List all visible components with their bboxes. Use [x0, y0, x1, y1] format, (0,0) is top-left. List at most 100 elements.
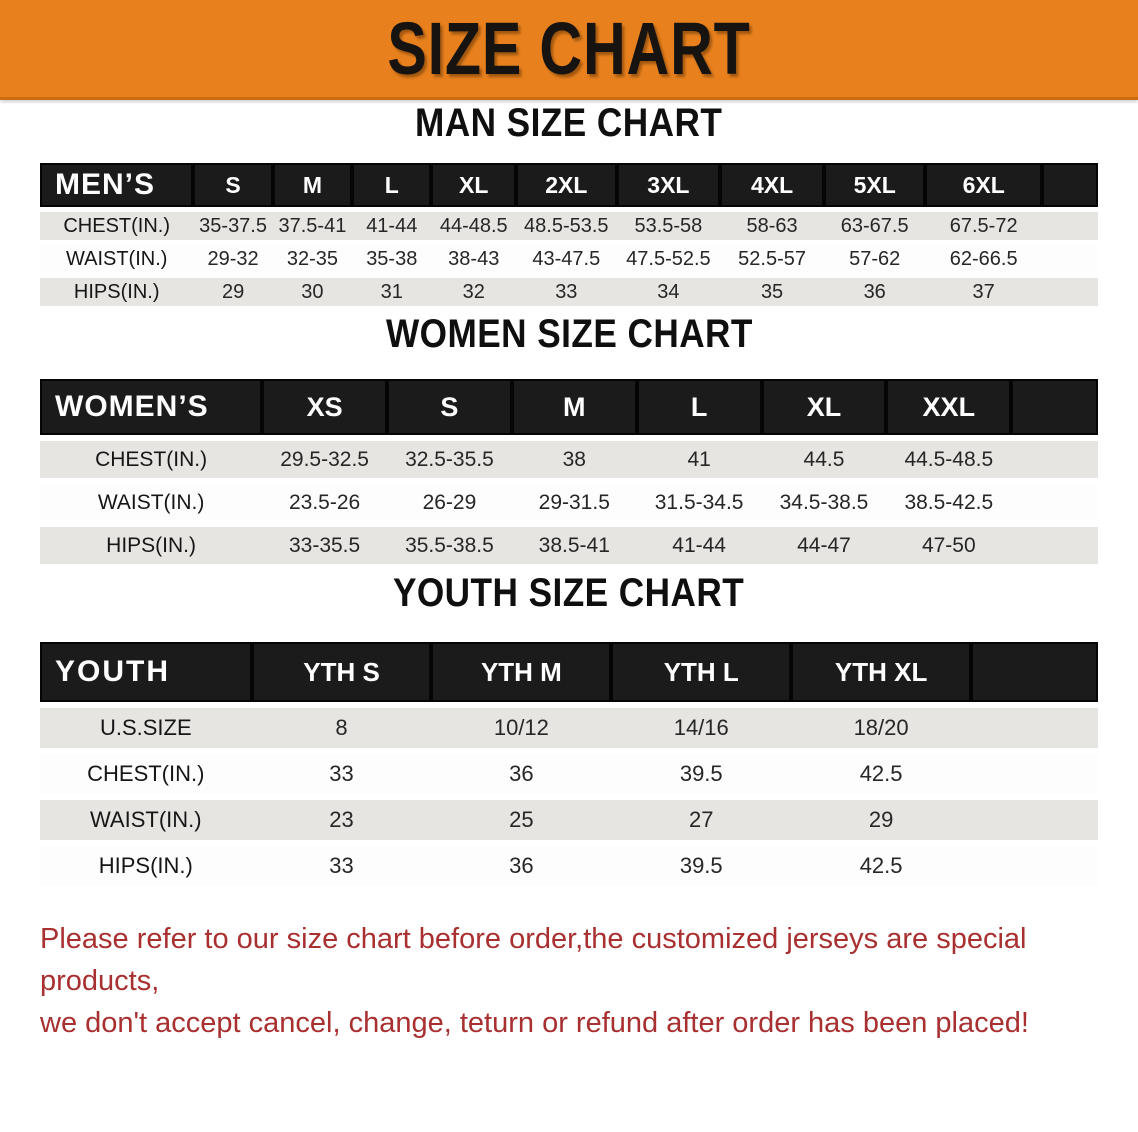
row-label: U.S.SIZE — [40, 708, 252, 748]
men-col-xl: XL — [431, 163, 517, 207]
women-heading: WOMEN SIZE CHART — [0, 311, 1138, 357]
men-heading: MAN SIZE CHART — [0, 100, 1138, 146]
disclaimer-line-2: we don't accept cancel, change, teturn o… — [40, 1007, 1029, 1039]
row-label: HIPS(IN.) — [40, 846, 252, 886]
value-cell: 32-35 — [272, 245, 353, 273]
value-cell: 42.5 — [791, 846, 972, 886]
youth-section: YOUTH SIZE CHART YOUTH YTH S YTH M YTH L… — [0, 570, 1138, 892]
men-col-s: S — [193, 163, 273, 207]
value-cell: 63-67.5 — [823, 212, 926, 240]
value-cell: 23 — [251, 800, 432, 840]
value-cell: 39.5 — [611, 846, 792, 886]
women-col-m: M — [511, 379, 637, 435]
women-waist-row: WAIST(IN.) 23.5-26 26-29 29-31.5 31.5-34… — [40, 484, 1098, 521]
value-cell: 36 — [823, 278, 926, 306]
value-cell: 18/20 — [791, 708, 972, 748]
men-hips-row: HIPS(IN.) 29 30 31 32 33 34 35 36 37 — [40, 278, 1098, 306]
men-col-m: M — [272, 163, 353, 207]
value-cell: 62-66.5 — [925, 245, 1042, 273]
value-cell: 38.5-42.5 — [886, 484, 1012, 521]
value-cell: 26-29 — [387, 484, 512, 521]
women-col-s: S — [387, 379, 512, 435]
value-cell: 29-32 — [193, 245, 273, 273]
value-cell: 29 — [791, 800, 972, 840]
youth-ussize-row: U.S.SIZE 8 10/12 14/16 18/20 — [40, 708, 1098, 748]
value-cell: 38.5-41 — [511, 527, 637, 564]
youth-heading: YOUTH SIZE CHART — [0, 570, 1138, 616]
youth-hips-row: HIPS(IN.) 33 36 39.5 42.5 — [40, 846, 1098, 886]
men-header-row: MEN’S S M L XL 2XL 3XL 4XL 5XL 6XL — [40, 163, 1098, 207]
value-cell: 37.5-41 — [272, 212, 353, 240]
value-cell: 25 — [431, 800, 612, 840]
value-cell: 58-63 — [720, 212, 824, 240]
value-cell: 31 — [352, 278, 432, 306]
value-cell: 23.5-26 — [262, 484, 388, 521]
value-cell: 35-37.5 — [193, 212, 273, 240]
youth-size-table: YOUTH YTH S YTH M YTH L YTH XL U.S.SIZE … — [40, 636, 1098, 892]
women-col-xs: XS — [262, 379, 388, 435]
filler-cell — [1011, 379, 1098, 435]
youth-heading-text: YOUTH SIZE CHART — [393, 571, 745, 615]
men-col-4xl: 4XL — [720, 163, 824, 207]
value-cell: 29-31.5 — [511, 484, 637, 521]
value-cell: 8 — [251, 708, 432, 748]
value-cell: 36 — [431, 846, 612, 886]
filler-cell — [1041, 278, 1098, 306]
men-size-table: MEN’S S M L XL 2XL 3XL 4XL 5XL 6XL CHEST… — [40, 158, 1098, 311]
youth-waist-row: WAIST(IN.) 23 25 27 29 — [40, 800, 1098, 840]
value-cell: 41-44 — [636, 527, 762, 564]
value-cell: 38 — [511, 441, 637, 478]
women-header-row: WOMEN’S XS S M L XL XXL — [40, 379, 1098, 435]
value-cell: 52.5-57 — [720, 245, 824, 273]
value-cell: 44-47 — [761, 527, 887, 564]
value-cell: 30 — [272, 278, 353, 306]
men-col-5xl: 5XL — [823, 163, 926, 207]
value-cell: 38-43 — [431, 245, 517, 273]
youth-col-m: YTH M — [431, 642, 612, 702]
filler-cell — [1041, 212, 1098, 240]
value-cell: 53.5-58 — [616, 212, 721, 240]
value-cell: 57-62 — [823, 245, 926, 273]
women-col-l: L — [636, 379, 762, 435]
youth-col-s: YTH S — [251, 642, 432, 702]
youth-chest-row: CHEST(IN.) 33 36 39.5 42.5 — [40, 754, 1098, 794]
filler-cell — [971, 846, 1098, 886]
women-size-table: WOMEN’S XS S M L XL XXL CHEST(IN.) 29.5-… — [40, 373, 1098, 570]
value-cell: 31.5-34.5 — [636, 484, 762, 521]
women-heading-text: WOMEN SIZE CHART — [385, 312, 753, 356]
value-cell: 41-44 — [352, 212, 432, 240]
value-cell: 37 — [925, 278, 1042, 306]
value-cell: 44.5-48.5 — [886, 441, 1012, 478]
women-chest-row: CHEST(IN.) 29.5-32.5 32.5-35.5 38 41 44.… — [40, 441, 1098, 478]
value-cell: 32.5-35.5 — [387, 441, 512, 478]
value-cell: 43-47.5 — [516, 245, 617, 273]
filler-cell — [1011, 441, 1098, 478]
filler-cell — [971, 754, 1098, 794]
value-cell: 34 — [616, 278, 721, 306]
filler-cell — [971, 642, 1098, 702]
filler-cell — [971, 800, 1098, 840]
row-label: WAIST(IN.) — [40, 484, 263, 521]
youth-col-xl: YTH XL — [791, 642, 972, 702]
men-col-2xl: 2XL — [516, 163, 617, 207]
row-label: HIPS(IN.) — [40, 527, 263, 564]
disclaimer: Please refer to our size chart before or… — [40, 918, 1120, 1044]
youth-col-l: YTH L — [611, 642, 792, 702]
filler-cell — [971, 708, 1098, 748]
filler-cell — [1041, 245, 1098, 273]
value-cell: 35-38 — [352, 245, 432, 273]
value-cell: 33 — [516, 278, 617, 306]
banner-title: SIZE CHART — [387, 7, 751, 90]
women-hips-row: HIPS(IN.) 33-35.5 35.5-38.5 38.5-41 41-4… — [40, 527, 1098, 564]
women-table-title: WOMEN’S — [40, 379, 263, 435]
men-chest-row: CHEST(IN.) 35-37.5 37.5-41 41-44 44-48.5… — [40, 212, 1098, 240]
value-cell: 47-50 — [886, 527, 1012, 564]
row-label: CHEST(IN.) — [40, 441, 263, 478]
value-cell: 36 — [431, 754, 612, 794]
value-cell: 42.5 — [791, 754, 972, 794]
row-label: CHEST(IN.) — [40, 212, 194, 240]
men-col-6xl: 6XL — [925, 163, 1042, 207]
value-cell: 27 — [611, 800, 792, 840]
men-table-title: MEN’S — [40, 163, 194, 207]
youth-header-row: YOUTH YTH S YTH M YTH L YTH XL — [40, 642, 1098, 702]
